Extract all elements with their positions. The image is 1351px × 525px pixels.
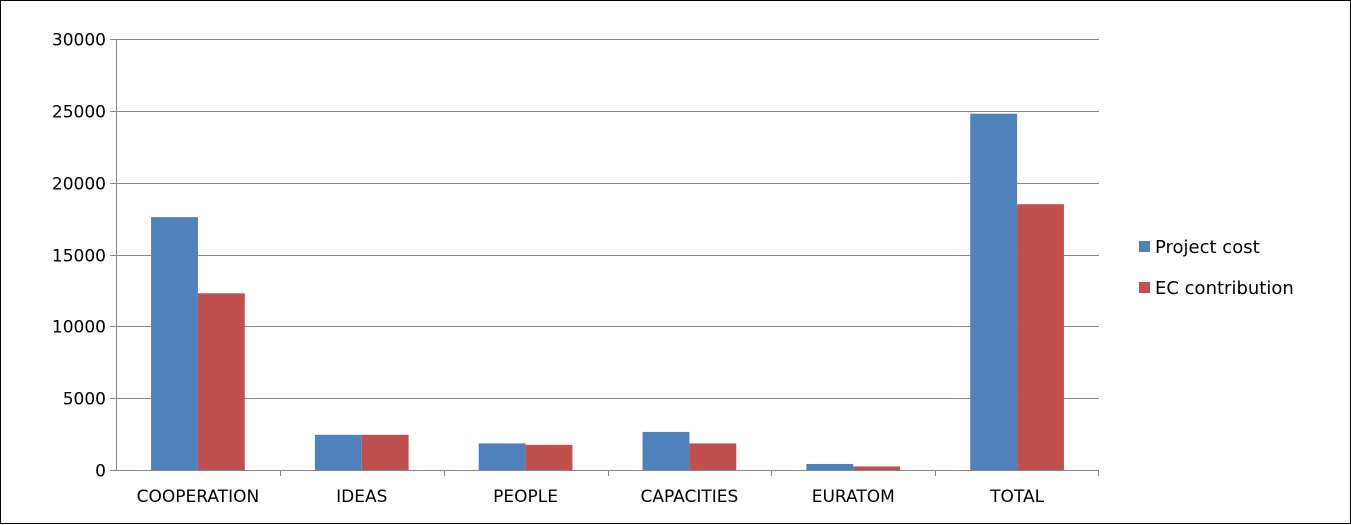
bar-ec-contribution-euratom bbox=[853, 466, 901, 470]
y-tick-label: 30000 bbox=[52, 31, 106, 51]
axes bbox=[110, 39, 1099, 476]
bar-project-cost-capacities bbox=[642, 431, 690, 470]
x-tick-labels: COOPERATION IDEAS PEOPLE CAPACITIES EURATOM T… bbox=[137, 487, 1045, 507]
bars bbox=[151, 113, 1064, 470]
bar-project-cost-total bbox=[970, 113, 1018, 470]
bar-ec-contribution-ideas bbox=[361, 434, 409, 470]
bar-ec-contribution-cooperation bbox=[197, 293, 245, 470]
bar-project-cost-euratom bbox=[806, 463, 854, 470]
legend-label: EC contribution bbox=[1155, 278, 1294, 299]
legend-swatch bbox=[1139, 282, 1150, 293]
x-tick-label: IDEAS bbox=[336, 487, 387, 507]
bar-project-cost-cooperation bbox=[151, 217, 198, 470]
legend-label: Project cost bbox=[1155, 237, 1260, 258]
x-tick-label: PEOPLE bbox=[493, 487, 558, 507]
y-tick-label: 0 bbox=[95, 462, 106, 482]
y-tick-label: 25000 bbox=[52, 103, 106, 123]
y-tick-label: 5000 bbox=[63, 390, 106, 410]
bar-ec-contribution-total bbox=[1017, 204, 1064, 470]
bar-ec-contribution-capacities bbox=[689, 443, 737, 470]
x-tick-label: EURATOM bbox=[812, 487, 895, 507]
x-tick-label: TOTAL bbox=[989, 487, 1044, 507]
legend-swatch bbox=[1139, 241, 1150, 252]
bar-ec-contribution-people bbox=[525, 444, 573, 470]
bar-project-cost-ideas bbox=[314, 434, 362, 470]
bar-project-cost-people bbox=[478, 443, 526, 470]
y-tick-label: 20000 bbox=[52, 175, 106, 195]
x-tick-label: COOPERATION bbox=[137, 487, 260, 507]
legend: Project cost EC contribution bbox=[1139, 237, 1294, 299]
y-tick-label: 15000 bbox=[52, 247, 106, 267]
y-tick-labels: 0 5000 10000 15000 20000 25000 30000 bbox=[52, 31, 106, 482]
y-tick-label: 10000 bbox=[52, 318, 106, 338]
x-tick-label: CAPACITIES bbox=[641, 487, 739, 507]
gridlines bbox=[116, 39, 1099, 399]
